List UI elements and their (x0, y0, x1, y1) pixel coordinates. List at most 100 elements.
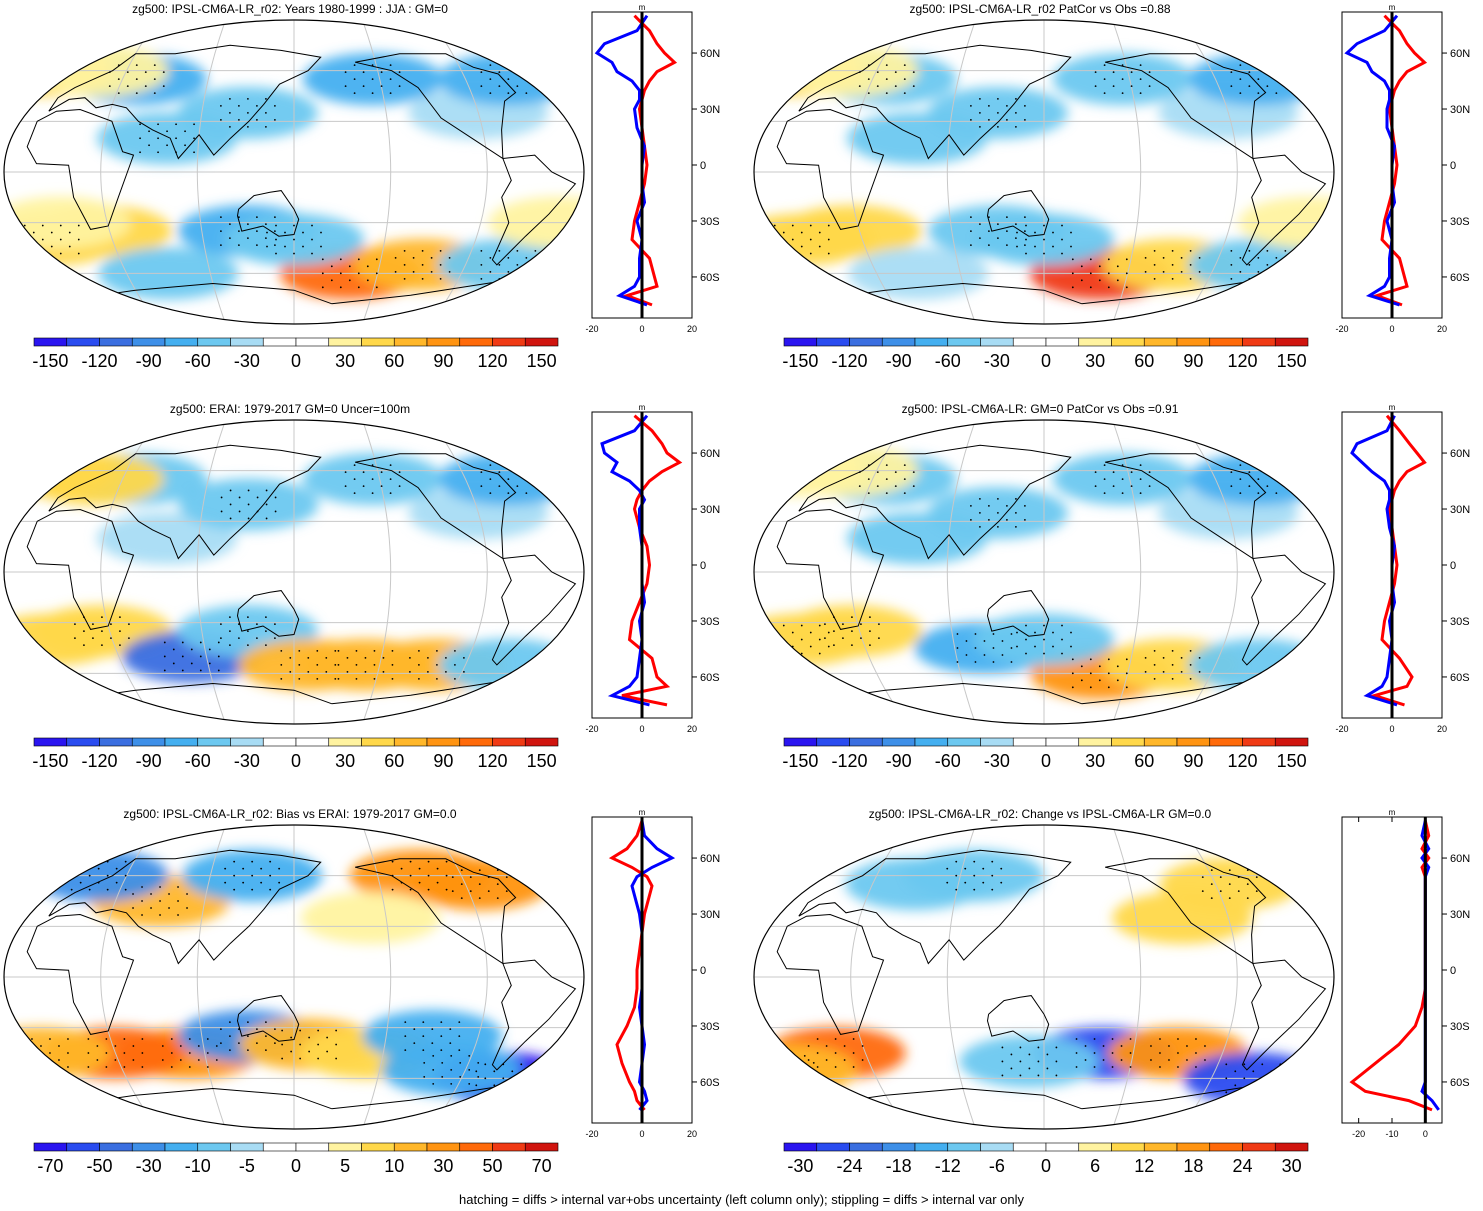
colorbar-tick-label: 120 (477, 351, 507, 371)
lon-line (196, 420, 227, 724)
stipple-dot (317, 1043, 320, 1046)
stipple-dot (346, 656, 349, 659)
stipple-dot (449, 1028, 452, 1031)
stipple-dot (1266, 263, 1269, 266)
lat-tick-label: 60S (700, 1077, 720, 1089)
stipple-dot (256, 216, 258, 219)
stipple-dot (128, 623, 130, 626)
stipple-dot (265, 111, 267, 114)
colorbar-tick-label: 90 (433, 751, 453, 771)
lat-tick-label: 0 (1450, 965, 1456, 977)
stipple-dot (1112, 85, 1115, 88)
continent-outline (798, 444, 1072, 560)
stipple-dot (422, 1035, 425, 1038)
stipple-dot (141, 886, 143, 888)
footnote: hatching = diffs > internal var+obs unce… (459, 1192, 1024, 1207)
obs-profile-line (621, 414, 683, 707)
lon-line (946, 420, 977, 724)
stipple-dot (807, 1045, 810, 1047)
zonal-profile: m 60S 30S 0 30N 60N -20 0 20 (585, 3, 720, 334)
stipple-dot (1093, 1038, 1096, 1040)
x-tick-label: 20 (1437, 724, 1447, 734)
stipple-dot (124, 874, 127, 877)
stipple-dot (13, 1052, 15, 1054)
stipple-dot (371, 92, 374, 95)
stipple-dot (955, 874, 958, 877)
stipple-dot (274, 244, 276, 247)
stipple-dot (1102, 1059, 1105, 1061)
stipple-dot (1246, 897, 1249, 900)
stipple-dot (220, 216, 222, 219)
lat-tick-label: 30S (1450, 616, 1470, 628)
colorbar-swatch (1274, 737, 1309, 747)
stipple-dot (293, 224, 295, 227)
stipple-dot (281, 1043, 284, 1046)
colorbar-swatch (849, 1142, 883, 1152)
stipple-dot (982, 867, 985, 870)
stipple-dot (988, 104, 990, 107)
stipple-dot (293, 252, 295, 255)
stipple-dot (77, 224, 80, 227)
stipple-dot (454, 663, 456, 666)
stipple-dot (1070, 631, 1072, 634)
stipple-dot (421, 277, 424, 280)
colorbar-swatch (230, 337, 264, 347)
panel-title: zg500: IPSL-CM6A-LR_r02 PatCor vs Obs =0… (909, 2, 1171, 16)
stipple-dot (469, 876, 472, 879)
stipple-dot (132, 907, 134, 909)
stipple-dot (803, 1068, 806, 1071)
stipple-dot (220, 1028, 222, 1031)
lon-line (850, 20, 908, 324)
stipple-dot (229, 1035, 231, 1038)
stipple-dot (894, 71, 897, 74)
stipple-dot (418, 649, 420, 652)
stipple-dot (247, 1035, 249, 1038)
stipple-dot (1120, 1059, 1123, 1061)
stipple-dot (247, 644, 249, 647)
stipple-dot (289, 670, 292, 673)
x-tick-label: -20 (585, 724, 598, 734)
stipple-dot (1252, 1070, 1255, 1073)
stipple-dot (101, 616, 103, 619)
stipple-dot (860, 637, 862, 640)
stipple-dot (339, 272, 342, 275)
stipple-dot (785, 1054, 788, 1057)
stipple-dot (475, 1084, 478, 1087)
stipple-dot (529, 1084, 532, 1087)
stipple-dot (49, 1052, 51, 1054)
stipple-dot (1230, 485, 1233, 488)
stipple-dot (1010, 633, 1013, 635)
stipple-dot (371, 78, 374, 81)
stipple-dot (229, 97, 231, 100)
colorbar: -30 -24 -18 -12 -6 0 6 12 18 24 30 (783, 1142, 1309, 1176)
stipple-dot (289, 656, 292, 659)
stipple-dot (458, 1035, 461, 1038)
lon-line (1180, 20, 1238, 324)
stipple-dot (507, 78, 510, 81)
obs-profile-line (1372, 14, 1428, 307)
colorbar-tick-label: -120 (831, 351, 867, 371)
stipple-dot (1139, 492, 1142, 495)
stipple-dot (1275, 478, 1278, 481)
stipple-dot (357, 258, 360, 261)
stipple-dot (1075, 1066, 1078, 1068)
stipple-dot (1266, 277, 1269, 280)
stipple-dot (59, 238, 62, 241)
stipple-dot (1006, 104, 1008, 107)
stipple-dot (502, 1091, 505, 1094)
colorbar-swatch (881, 1142, 916, 1152)
stipple-dot (463, 670, 465, 673)
colorbar-tick-label: -150 (32, 751, 68, 771)
stipple-dot (1019, 1074, 1022, 1077)
stipple-dot (334, 663, 337, 666)
stipple-dot (851, 644, 853, 647)
stipple-dot (380, 85, 383, 88)
lat-tick-label: 30N (700, 104, 720, 116)
stipple-dot (507, 92, 510, 95)
stipple-dot (238, 510, 241, 513)
stipple-dot (991, 874, 994, 877)
colorbar-swatch (1045, 737, 1080, 747)
continent-outline (48, 849, 322, 965)
stipple-dot (150, 907, 152, 909)
stipple-dot (458, 1049, 461, 1052)
